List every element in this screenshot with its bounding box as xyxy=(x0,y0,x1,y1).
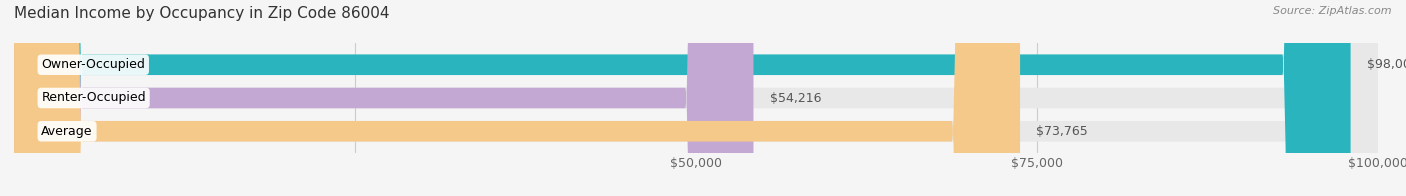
FancyBboxPatch shape xyxy=(14,0,1378,196)
Text: $54,216: $54,216 xyxy=(770,92,821,104)
Text: Owner-Occupied: Owner-Occupied xyxy=(41,58,145,71)
Text: Average: Average xyxy=(41,125,93,138)
Text: Renter-Occupied: Renter-Occupied xyxy=(41,92,146,104)
Text: Median Income by Occupancy in Zip Code 86004: Median Income by Occupancy in Zip Code 8… xyxy=(14,6,389,21)
FancyBboxPatch shape xyxy=(14,0,1021,196)
FancyBboxPatch shape xyxy=(14,0,1378,196)
Text: $98,000: $98,000 xyxy=(1367,58,1406,71)
Text: Source: ZipAtlas.com: Source: ZipAtlas.com xyxy=(1274,6,1392,16)
FancyBboxPatch shape xyxy=(14,0,754,196)
FancyBboxPatch shape xyxy=(14,0,1351,196)
FancyBboxPatch shape xyxy=(14,0,1378,196)
Text: $73,765: $73,765 xyxy=(1036,125,1088,138)
